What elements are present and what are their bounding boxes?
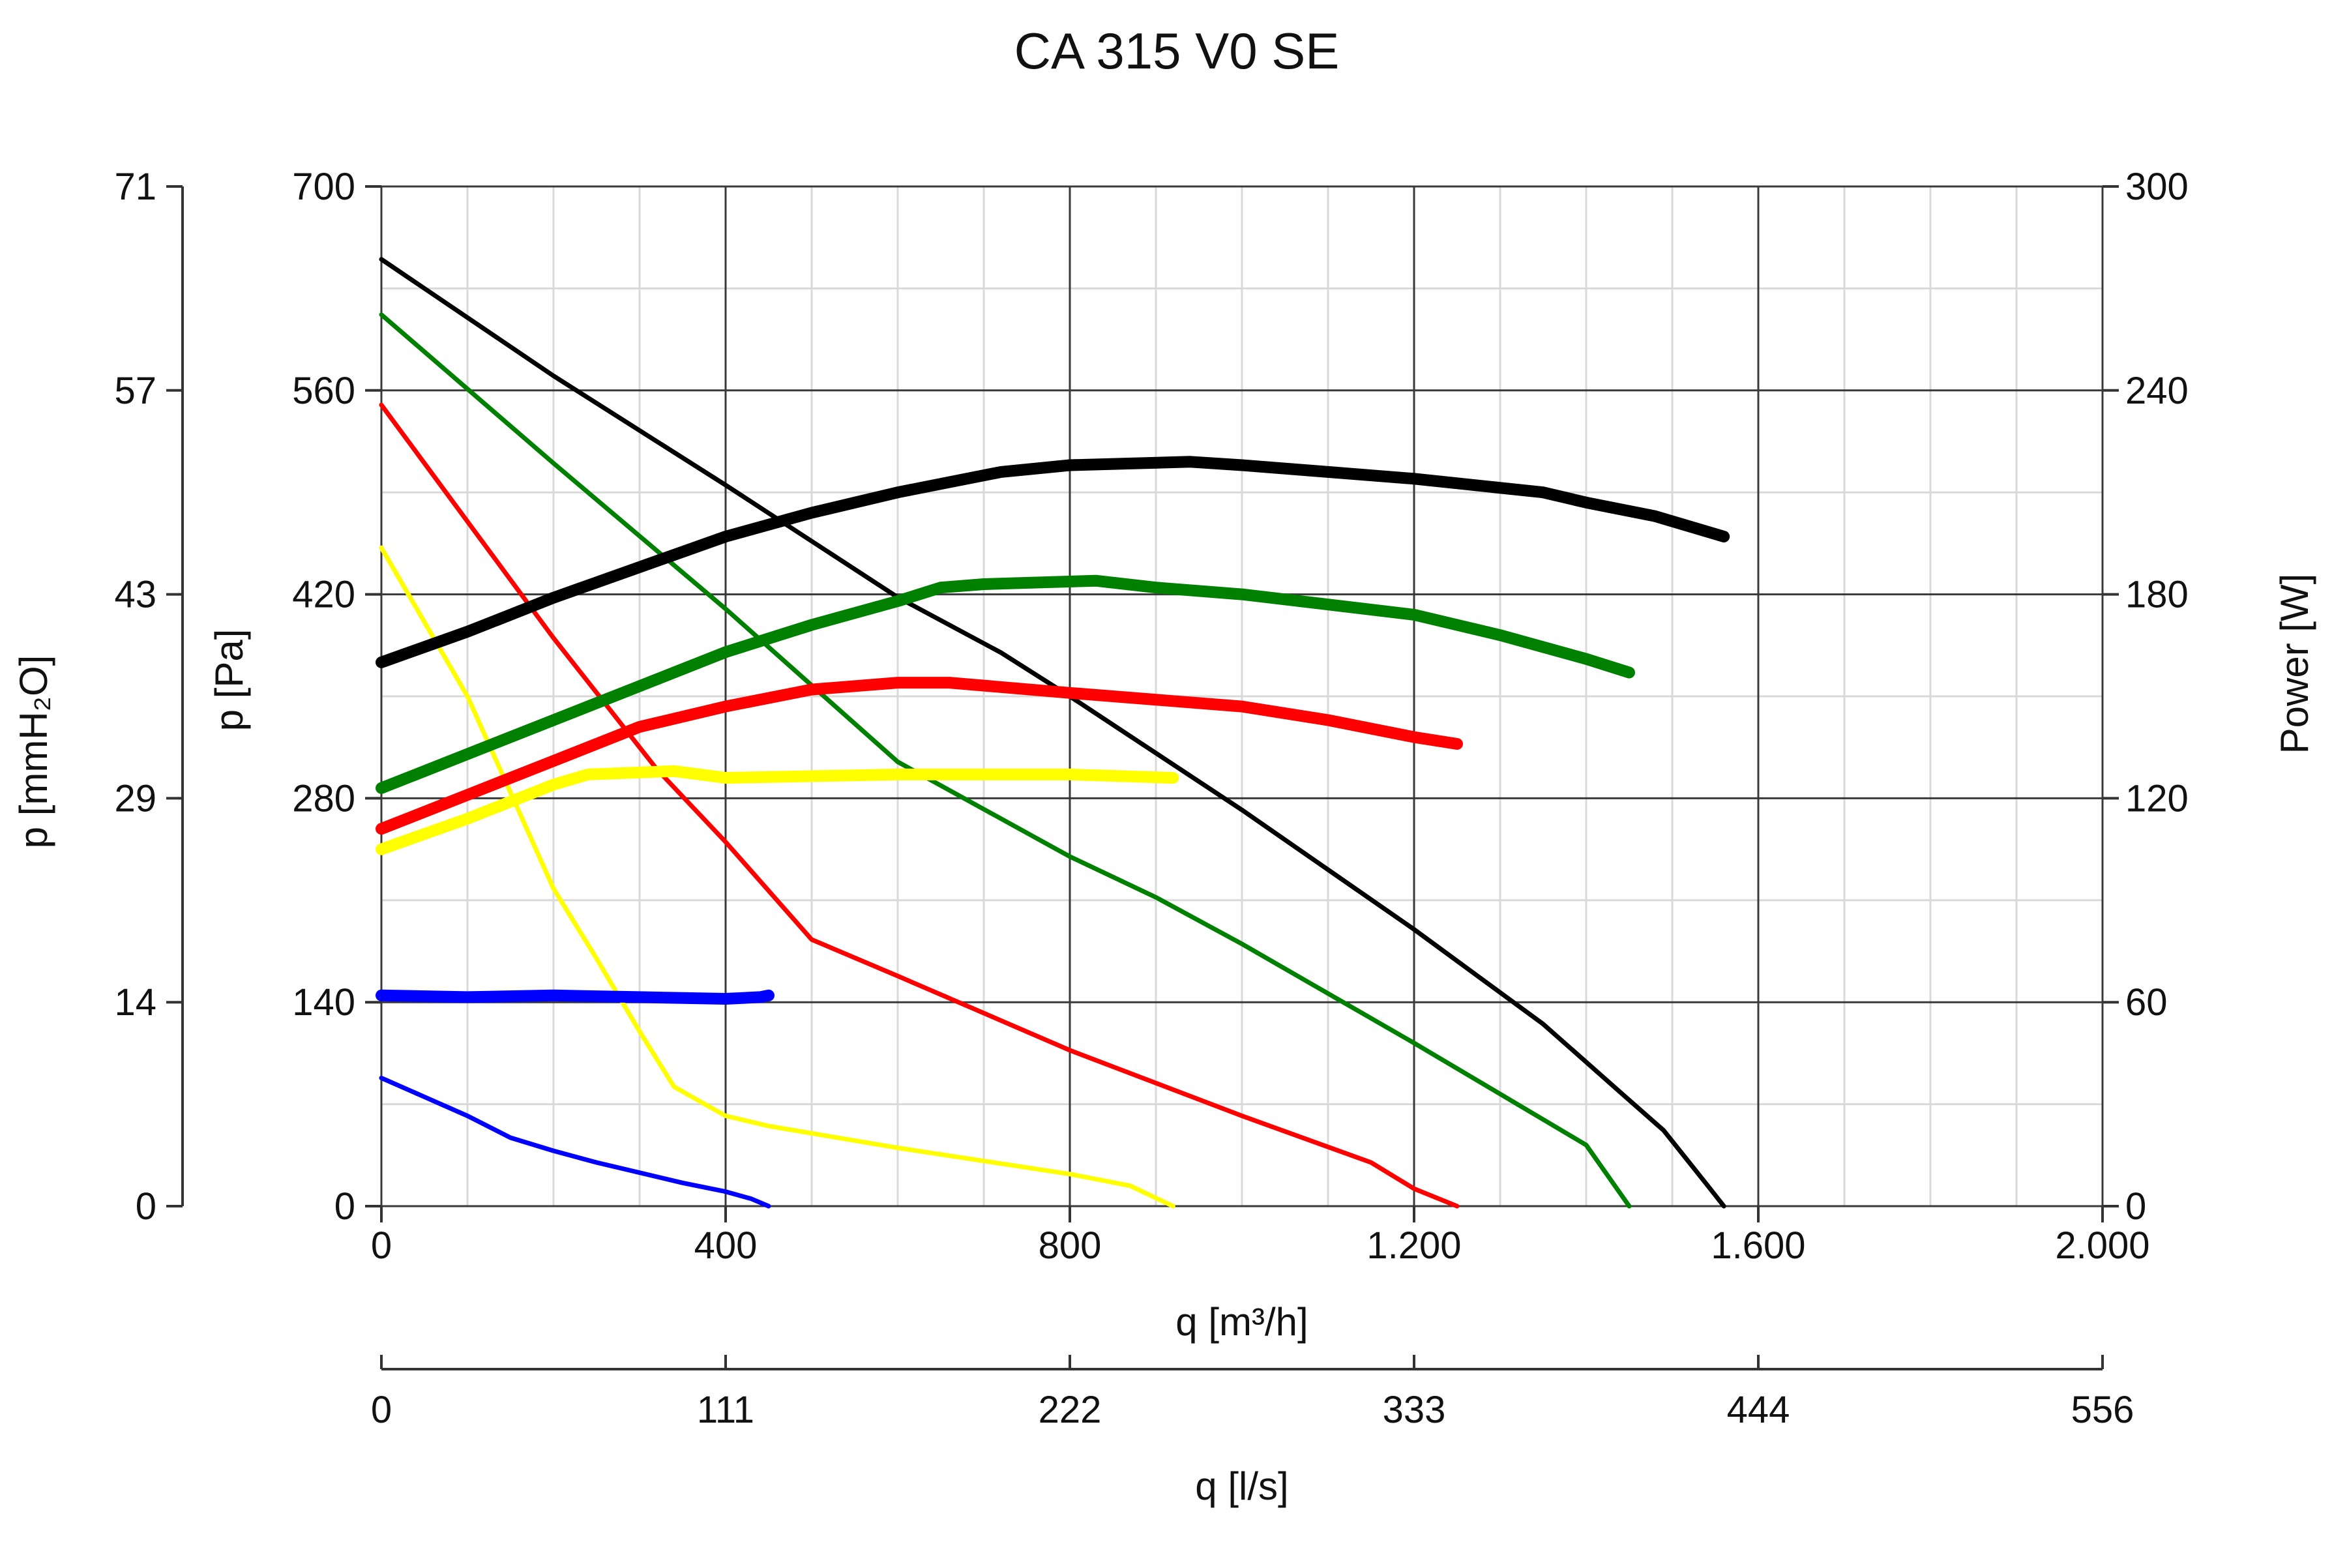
y-alt-tick-label: 57 (114, 370, 156, 412)
power-curve-6 (376, 574, 1635, 794)
pressure-curve-2 (379, 402, 1460, 1209)
y-alt-tick-label: 29 (114, 777, 156, 820)
chart-title: CA 315 V0 SE (1014, 22, 1340, 80)
y-right-tick-label: 60 (2125, 981, 2168, 1024)
x-tick-label: 1.600 (1711, 1224, 1805, 1267)
power-curve-7 (376, 677, 1463, 835)
x2-tick-label: 111 (697, 1389, 754, 1431)
x-axis-label: q [m³/h] (1175, 1300, 1308, 1344)
y-tick-label: 700 (292, 166, 355, 208)
power-curve-8 (376, 765, 1179, 855)
x-tick-label: 1.200 (1366, 1224, 1461, 1267)
power-curve-5 (376, 456, 1730, 668)
y-right-tick-label: 0 (2125, 1185, 2146, 1228)
pressure-curve-3 (379, 545, 1175, 1209)
minor-grid (381, 186, 2103, 1206)
x2-tick-label: 222 (1039, 1389, 1102, 1431)
y-alt-tick-label: 43 (114, 574, 156, 616)
y-tick-label: 280 (292, 777, 355, 820)
x-tick-label: 0 (371, 1224, 392, 1267)
y-alt-axis-label: p [mmH₂O] (12, 655, 55, 849)
x-tick-label: 800 (1039, 1224, 1102, 1267)
labels: CA 315 V0 SE q [m³/h] q [l/s] p [Pa] p [… (12, 22, 2316, 1508)
curves (376, 257, 1730, 1209)
y-alt-tick-label: 71 (114, 166, 156, 208)
y-right-axis-label: Power [W] (2273, 574, 2316, 754)
x2-tick-label: 0 (371, 1389, 392, 1431)
pressure-curve-4 (379, 1075, 771, 1209)
x2-tick-label: 556 (2071, 1389, 2134, 1431)
x-tick-label: 2.000 (2055, 1224, 2149, 1267)
x2-tick-label: 444 (1727, 1389, 1790, 1431)
y-tick-label: 140 (292, 981, 355, 1024)
y-alt-tick-label: 0 (136, 1185, 156, 1228)
axes: 0 140 280 420 560 700 0 14 29 43 57 71 0 60 120 180 240 3… (114, 166, 2188, 1431)
x-tick-label: 400 (694, 1224, 758, 1267)
y-right-tick-label: 240 (2125, 370, 2189, 412)
y-tick-label: 0 (334, 1185, 355, 1228)
y-right-tick-label: 120 (2125, 777, 2189, 820)
x2-axis-label: q [l/s] (1195, 1464, 1288, 1508)
x2-tick-label: 333 (1383, 1389, 1446, 1431)
pressure-curve-0 (379, 257, 1726, 1209)
y-tick-label: 420 (292, 574, 355, 616)
y-right-tick-label: 300 (2125, 166, 2189, 208)
y-tick-label: 560 (292, 370, 355, 412)
y-right-tick-label: 180 (2125, 574, 2189, 616)
y-axis-label: p [Pa] (207, 629, 251, 732)
power-curve-9 (376, 989, 775, 1005)
y-alt-tick-label: 14 (114, 981, 156, 1024)
